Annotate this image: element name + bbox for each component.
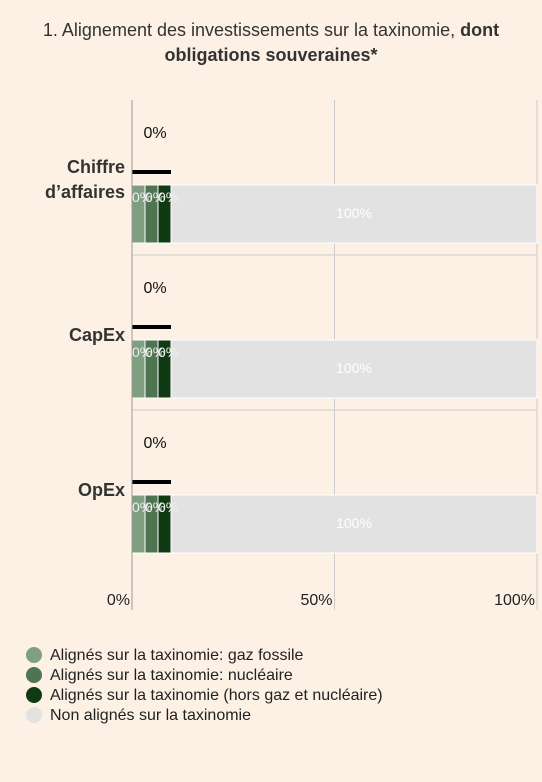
total-label: 0% bbox=[143, 280, 167, 297]
value-label: 0% bbox=[145, 189, 166, 205]
value-label: 0% bbox=[145, 344, 166, 360]
value-label: 0% bbox=[158, 344, 179, 360]
title-text: 1. Alignement des investissements sur la… bbox=[42, 20, 456, 40]
value-label: 0% bbox=[132, 189, 153, 205]
bar-segment bbox=[170, 494, 538, 554]
legend-swatch bbox=[26, 707, 42, 723]
category-label: OpEx bbox=[77, 479, 125, 500]
legend-label: Alignés sur la taxinomie: gaz fossile bbox=[50, 647, 304, 664]
total-bar bbox=[132, 170, 171, 174]
value-label: 0% bbox=[145, 499, 166, 515]
x-tick-label: 100% bbox=[494, 592, 535, 609]
legend-swatch bbox=[26, 647, 42, 663]
value-label: 0% bbox=[158, 189, 179, 205]
x-tick-label: 0% bbox=[107, 592, 130, 609]
chart-title: 1. Alignement des investissements sur la… bbox=[20, 18, 522, 68]
value-label: 0% bbox=[158, 499, 179, 515]
legend-label: Non alignés sur la taxinomie bbox=[50, 707, 251, 724]
bar-segment bbox=[170, 339, 538, 399]
value-label: 100% bbox=[336, 360, 372, 376]
total-label: 0% bbox=[143, 125, 167, 142]
legend-swatch bbox=[26, 667, 42, 683]
value-label: 100% bbox=[336, 205, 372, 221]
legend-label: Alignés sur la taxinomie (hors gaz et nu… bbox=[50, 687, 383, 704]
bar-segment bbox=[170, 184, 538, 244]
legend-label: Alignés sur la taxinomie: nucléaire bbox=[50, 667, 293, 684]
total-bar bbox=[132, 325, 171, 329]
legend-swatch bbox=[26, 687, 42, 703]
x-tick-label: 50% bbox=[300, 592, 332, 609]
total-label: 0% bbox=[143, 435, 167, 452]
category-label: Chiffre d’affaires bbox=[44, 157, 125, 202]
value-label: 100% bbox=[336, 515, 372, 531]
value-label: 0% bbox=[132, 499, 153, 515]
category-label: CapEx bbox=[68, 324, 125, 345]
title-bold: dont obligations souveraines* bbox=[164, 20, 500, 65]
total-bar bbox=[132, 480, 171, 484]
value-label: 0% bbox=[132, 344, 153, 360]
